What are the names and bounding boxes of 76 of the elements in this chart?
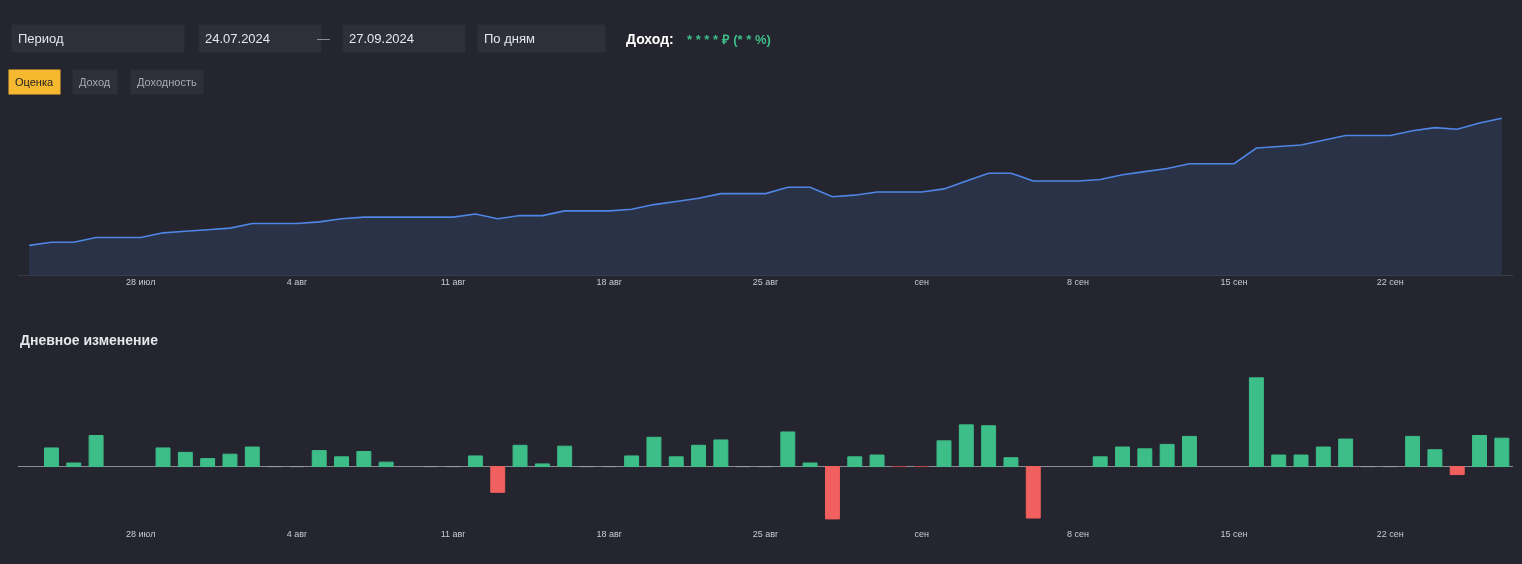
bar xyxy=(691,444,707,468)
text: * * * * ₽ (* * %) xyxy=(687,32,771,47)
bar xyxy=(88,435,104,468)
bar xyxy=(780,431,796,468)
bar xyxy=(713,439,729,468)
bar xyxy=(534,463,550,468)
bar xyxy=(1025,466,1041,519)
bar xyxy=(824,466,840,520)
bar xyxy=(624,455,640,468)
bar xyxy=(1115,446,1130,468)
x-tick-label: 11 авг xyxy=(440,277,467,288)
bar xyxy=(356,450,372,468)
bar xyxy=(200,458,216,468)
x-tick-label: 18 авг xyxy=(596,277,623,288)
bar xyxy=(334,456,350,468)
text: Доход xyxy=(79,76,111,88)
x-tick-label: 25 авг xyxy=(752,528,779,539)
bar xyxy=(869,454,885,468)
bar xyxy=(847,456,863,468)
bar xyxy=(177,451,193,468)
text: Период xyxy=(18,31,65,46)
bar xyxy=(557,445,573,468)
bar xyxy=(1181,435,1197,468)
bar xyxy=(1449,466,1465,476)
text: — xyxy=(317,31,330,46)
bar xyxy=(802,462,818,468)
x-tick-label: 4 авг xyxy=(286,528,308,539)
bar xyxy=(958,424,974,468)
x-tick-label: 8 сен xyxy=(1066,528,1089,539)
bar xyxy=(936,440,952,468)
bar xyxy=(1338,438,1354,468)
bar xyxy=(1248,377,1264,468)
bar xyxy=(1405,435,1421,468)
bar xyxy=(1494,437,1510,468)
x-tick-label: 8 сен xyxy=(1066,277,1089,288)
x-tick-label: 15 сен xyxy=(1220,528,1248,539)
bar xyxy=(244,446,260,468)
bar xyxy=(155,447,171,468)
bar xyxy=(1003,457,1019,468)
bar xyxy=(1271,454,1287,468)
bar xyxy=(467,455,483,468)
x-tick-label: 25 авг xyxy=(752,277,779,288)
x-tick-label: 22 сен xyxy=(1376,277,1404,288)
text: Доход: xyxy=(626,31,674,47)
bar xyxy=(378,461,394,468)
bar xyxy=(981,425,997,468)
x-tick-label: сен xyxy=(914,277,929,288)
bar xyxy=(512,444,528,468)
text: 24.07.2024 xyxy=(205,31,271,46)
x-tick-label: 18 авг xyxy=(596,528,623,539)
text: 27.09.2024 xyxy=(349,31,415,46)
bar xyxy=(490,466,506,493)
bar xyxy=(1472,435,1487,468)
text: По дням xyxy=(484,31,535,46)
bar xyxy=(1315,446,1331,468)
x-tick-label: 22 сен xyxy=(1376,528,1404,539)
x-tick-label: 4 авг xyxy=(286,277,308,288)
bar xyxy=(1427,449,1443,468)
bar xyxy=(66,462,82,468)
x-tick-label: 28 июл xyxy=(126,528,156,539)
x-tick-label: 11 авг xyxy=(440,528,467,539)
bar xyxy=(1293,454,1309,468)
x-tick-label: 15 сен xyxy=(1220,277,1248,288)
bar xyxy=(668,456,684,468)
bar xyxy=(1092,456,1108,468)
bar xyxy=(311,450,327,468)
x-tick-label: 28 июл xyxy=(126,277,156,288)
bar xyxy=(646,436,662,468)
chart-title: Дневное изменение xyxy=(20,332,159,348)
bar xyxy=(44,447,59,468)
bar xyxy=(1137,448,1153,468)
text: Доходность xyxy=(137,76,197,88)
x-tick-label: сен xyxy=(914,528,929,539)
text: Оценка xyxy=(15,76,54,88)
bar xyxy=(1159,443,1175,468)
bar xyxy=(222,453,238,468)
